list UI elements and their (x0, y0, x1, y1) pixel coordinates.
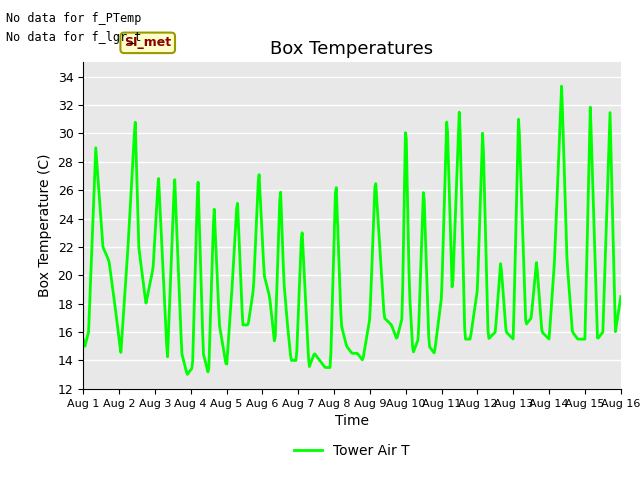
X-axis label: Time: Time (335, 414, 369, 428)
Text: SI_met: SI_met (124, 36, 172, 49)
Legend: Tower Air T: Tower Air T (289, 438, 415, 464)
Title: Box Temperatures: Box Temperatures (271, 40, 433, 58)
Y-axis label: Box Temperature (C): Box Temperature (C) (38, 154, 52, 297)
Text: No data for f_lgr_t: No data for f_lgr_t (6, 31, 142, 44)
Text: No data for f_PTemp: No data for f_PTemp (6, 12, 142, 24)
